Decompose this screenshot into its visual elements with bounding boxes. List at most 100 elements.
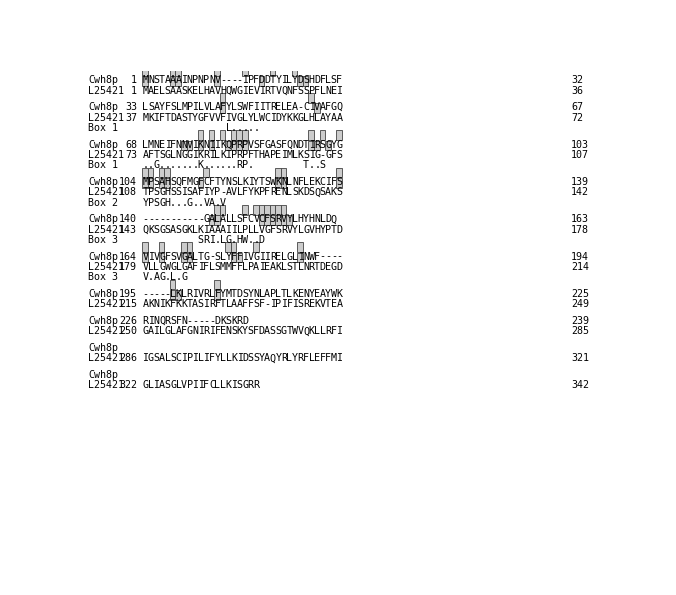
Bar — [181, 140, 187, 151]
Text: I: I — [203, 353, 210, 363]
Text: L: L — [325, 75, 331, 85]
Text: S: S — [254, 140, 259, 149]
Text: V: V — [275, 86, 281, 96]
Text: R: R — [237, 160, 243, 170]
Text: L: L — [281, 262, 287, 272]
Bar — [142, 253, 148, 262]
Text: T: T — [303, 140, 309, 149]
Text: S: S — [170, 353, 176, 363]
Bar — [225, 140, 231, 151]
Text: I: I — [254, 102, 259, 112]
Text: I: I — [226, 225, 231, 234]
Text: V: V — [231, 187, 237, 198]
Text: A: A — [214, 225, 220, 234]
Text: G: G — [237, 112, 243, 123]
Bar — [197, 178, 203, 187]
Text: I: I — [231, 380, 237, 390]
Bar — [242, 205, 247, 215]
Text: K: K — [164, 299, 170, 309]
Text: I: I — [181, 187, 187, 198]
Text: E: E — [275, 102, 281, 112]
Text: L: L — [198, 102, 203, 112]
Bar — [270, 205, 275, 215]
Text: F: F — [214, 289, 220, 299]
Text: F: F — [281, 140, 287, 149]
Text: S: S — [231, 177, 237, 187]
Text: F: F — [231, 262, 237, 272]
Text: L: L — [226, 214, 231, 224]
Text: S: S — [247, 326, 254, 336]
Text: V: V — [254, 214, 259, 224]
Text: S: S — [148, 102, 154, 112]
Text: D: D — [237, 289, 243, 299]
Text: M: M — [226, 289, 231, 299]
Text: G: G — [264, 225, 270, 234]
Text: T: T — [259, 177, 265, 187]
Text: .: . — [176, 198, 182, 208]
Text: A: A — [159, 380, 165, 390]
Text: 36: 36 — [571, 86, 583, 96]
Text: V: V — [281, 214, 287, 224]
Text: 107: 107 — [571, 150, 589, 160]
Text: R: R — [254, 380, 259, 390]
Text: F: F — [314, 252, 320, 262]
Text: Y: Y — [242, 326, 248, 336]
Text: S: S — [270, 214, 276, 224]
Text: -: - — [192, 316, 198, 326]
Bar — [264, 205, 270, 215]
Text: G: G — [159, 225, 165, 234]
Text: P: P — [187, 353, 193, 363]
Text: N: N — [176, 140, 182, 149]
Text: A: A — [209, 225, 215, 234]
Text: I: I — [181, 353, 187, 363]
Bar — [336, 130, 342, 140]
Text: F: F — [314, 86, 320, 96]
Text: G: G — [237, 86, 243, 96]
Text: G: G — [325, 140, 331, 149]
Text: F: F — [203, 380, 210, 390]
Text: G: G — [331, 262, 337, 272]
Text: Y: Y — [309, 289, 314, 299]
Text: V: V — [314, 102, 320, 112]
Text: R: R — [281, 225, 287, 234]
Text: -: - — [264, 299, 270, 309]
Text: A: A — [170, 86, 176, 96]
Text: W: W — [242, 235, 248, 245]
Text: Y: Y — [254, 177, 259, 187]
Bar — [264, 215, 270, 225]
Text: L: L — [303, 177, 309, 187]
Text: L: L — [209, 289, 215, 299]
Text: P: P — [325, 225, 331, 234]
Text: F: F — [148, 150, 154, 160]
Text: Q: Q — [270, 353, 276, 363]
Text: P: P — [242, 225, 248, 234]
Text: R: R — [325, 326, 331, 336]
Text: I: I — [159, 299, 165, 309]
Text: Q: Q — [331, 214, 337, 224]
Text: I: I — [203, 225, 210, 234]
Text: .: . — [164, 160, 170, 170]
Text: P: P — [242, 150, 248, 160]
Text: L: L — [320, 86, 326, 96]
Text: S: S — [254, 353, 259, 363]
Text: S: S — [164, 86, 170, 96]
Text: H: H — [220, 86, 226, 96]
Text: S: S — [320, 160, 326, 170]
Text: P: P — [148, 187, 154, 198]
Text: K: K — [309, 326, 314, 336]
Text: .: . — [214, 235, 220, 245]
Text: K: K — [254, 187, 259, 198]
Text: .: . — [187, 160, 193, 170]
Text: M: M — [331, 353, 337, 363]
Text: Cwh8p: Cwh8p — [89, 214, 118, 224]
Text: Y: Y — [247, 187, 254, 198]
Text: -: - — [198, 214, 203, 224]
Bar — [159, 168, 164, 177]
Text: 215: 215 — [119, 299, 137, 309]
Text: Q: Q — [303, 326, 309, 336]
Bar — [231, 253, 237, 262]
Text: W: W — [309, 252, 314, 262]
Bar — [214, 215, 220, 225]
Text: I: I — [242, 86, 248, 96]
Text: I: I — [242, 252, 248, 262]
